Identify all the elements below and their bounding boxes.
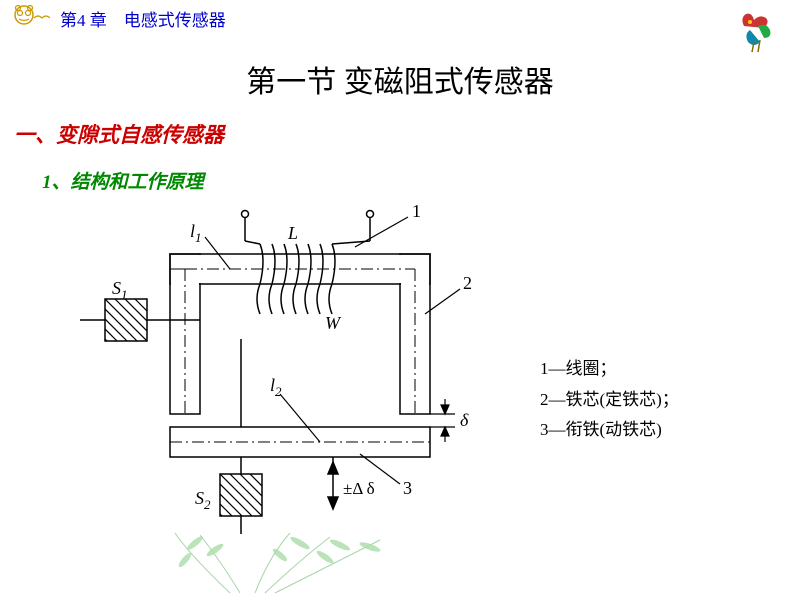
bamboo-decoration bbox=[170, 525, 430, 600]
legend: 1—线圈； 2—铁芯(定铁芯)； 3—衔铁(动铁芯) bbox=[540, 354, 679, 446]
delta-change-arrow bbox=[328, 457, 338, 509]
legend-item-2: 2—铁芯(定铁芯)； bbox=[540, 385, 679, 416]
header: 第4 章 电感式传感器 bbox=[0, 0, 800, 37]
subsection-heading-1: 一、变隙式自感传感器 bbox=[14, 119, 800, 149]
delta-dimension bbox=[430, 399, 455, 442]
label-delta: δ bbox=[460, 410, 469, 430]
header-icon bbox=[10, 4, 50, 33]
s2-block bbox=[210, 474, 270, 524]
s1-block bbox=[95, 299, 155, 349]
legend-item-3: 3—衔铁(动铁芯) bbox=[540, 415, 679, 446]
sensor-diagram: l1 L W l2 S1 S2 1 2 3 δ ±Δ δ bbox=[60, 199, 480, 544]
chapter-title: 第4 章 电感式传感器 bbox=[60, 6, 226, 31]
label-l2: l2 bbox=[270, 375, 282, 399]
label-num1: 1 bbox=[412, 201, 421, 221]
label-delta-change: ±Δ δ bbox=[343, 479, 375, 498]
label-S2: S2 bbox=[195, 488, 211, 512]
label-W: W bbox=[325, 313, 342, 333]
label-num2: 2 bbox=[463, 273, 472, 293]
label-num3: 3 bbox=[403, 478, 412, 498]
label-L: L bbox=[287, 223, 298, 243]
label-l1: l1 bbox=[190, 221, 202, 245]
section-title: 第一节 变磁阻式传感器 bbox=[0, 57, 800, 101]
legend-item-1: 1—线圈； bbox=[540, 354, 679, 385]
corner-decoration bbox=[732, 8, 780, 61]
subsection-heading-2: 1、结构和工作原理 bbox=[42, 167, 800, 194]
